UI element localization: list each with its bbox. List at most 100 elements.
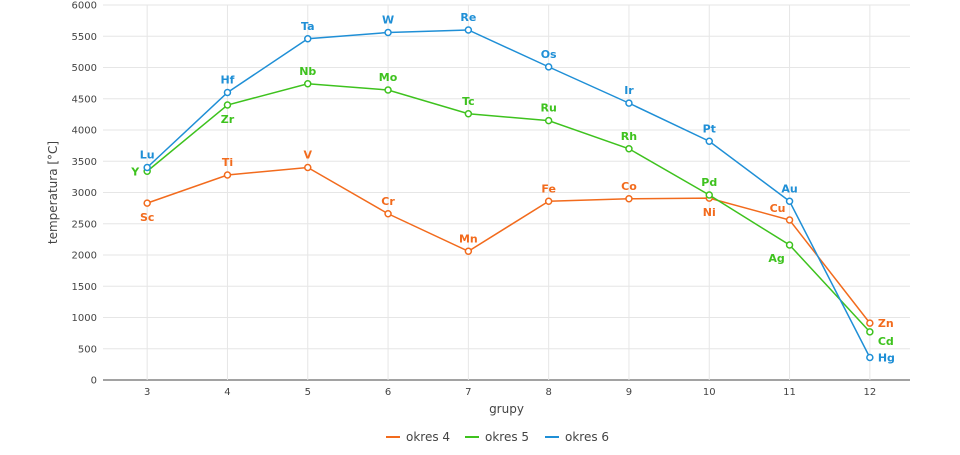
data-point bbox=[143, 199, 151, 207]
data-point bbox=[625, 195, 633, 203]
legend-item[interactable]: okres 6 bbox=[545, 430, 609, 444]
x-tick-label: 10 bbox=[703, 387, 716, 398]
legend-item[interactable]: okres 5 bbox=[465, 430, 529, 444]
data-point bbox=[304, 35, 312, 43]
data-point bbox=[785, 216, 794, 224]
point-label: Rh bbox=[621, 130, 637, 143]
x-tick-label: 7 bbox=[465, 387, 471, 398]
point-label: V bbox=[304, 149, 313, 162]
point-label: Au bbox=[781, 182, 797, 195]
y-tick-label: 500 bbox=[78, 344, 97, 355]
data-point bbox=[866, 353, 874, 362]
y-tick-label: 6000 bbox=[72, 1, 97, 12]
point-label: Zn bbox=[878, 317, 894, 330]
x-axis-title: grupy bbox=[489, 402, 524, 416]
data-point bbox=[866, 328, 874, 336]
point-label: Hf bbox=[220, 74, 234, 87]
data-point bbox=[625, 99, 633, 107]
data-point bbox=[464, 247, 473, 255]
point-label: Pt bbox=[703, 122, 716, 135]
point-label: Cu bbox=[770, 202, 786, 215]
point-label: Ir bbox=[624, 84, 634, 97]
point-label: Pd bbox=[701, 176, 717, 189]
series-line bbox=[146, 29, 871, 358]
grid bbox=[103, 4, 910, 381]
point-label: Ni bbox=[703, 206, 716, 219]
data-point bbox=[705, 191, 714, 199]
point-label: Co bbox=[621, 180, 637, 193]
data-point bbox=[223, 171, 232, 179]
y-tick-label: 4000 bbox=[72, 126, 97, 137]
x-tick-label: 8 bbox=[545, 387, 551, 398]
y-tick-label: 3500 bbox=[72, 157, 97, 168]
data-point bbox=[304, 163, 312, 172]
series-okres-5: Y Zr Nb Mo Tc Ru Rh Pd Ag Cd bbox=[130, 65, 894, 348]
data-point bbox=[544, 116, 553, 125]
legend: okres 4 okres 5 okres 6 bbox=[386, 430, 609, 444]
point-label: Zr bbox=[221, 113, 235, 126]
x-tick-label: 5 bbox=[305, 387, 311, 398]
y-tick-label: 4500 bbox=[72, 94, 97, 105]
x-tick-label: 3 bbox=[144, 387, 150, 398]
point-label: Tc bbox=[462, 95, 475, 108]
series-okres-4: Sc Ti V Cr Mn Fe Co Ni Cu Zn bbox=[140, 149, 894, 331]
data-point bbox=[544, 197, 553, 205]
y-tick-label: 0 bbox=[91, 376, 97, 387]
data-point bbox=[223, 101, 232, 109]
point-label: Ag bbox=[768, 252, 784, 265]
series-line bbox=[146, 82, 871, 333]
x-tick-label: 11 bbox=[783, 387, 796, 398]
point-label: Os bbox=[541, 48, 557, 61]
legend-label: okres 5 bbox=[485, 430, 529, 444]
point-label: Lu bbox=[140, 149, 155, 162]
data-point bbox=[785, 197, 794, 205]
point-label: Cr bbox=[381, 195, 395, 208]
series-line bbox=[146, 166, 871, 324]
data-point bbox=[384, 86, 392, 94]
y-tick-label: 2000 bbox=[72, 251, 97, 262]
point-label: Fe bbox=[541, 182, 556, 195]
y-tick-label: 5000 bbox=[72, 63, 97, 74]
y-axis-ticks: 0 500 1000 1500 2000 2500 3000 3500 4000 4500 5000… bbox=[72, 1, 97, 387]
point-label: Re bbox=[460, 11, 476, 24]
data-point bbox=[464, 110, 473, 118]
y-tick-label: 3000 bbox=[72, 188, 97, 199]
series-okres-6: Lu Hf Ta W Re Os Ir Pt Au Hg bbox=[140, 11, 895, 365]
x-tick-label: 12 bbox=[863, 387, 876, 398]
data-point bbox=[223, 88, 232, 97]
data-point bbox=[866, 319, 874, 327]
legend-label: okres 6 bbox=[565, 430, 609, 444]
point-label: Mn bbox=[459, 232, 478, 245]
y-tick-label: 1000 bbox=[72, 313, 97, 324]
y-axis-title: temperatura [°C] bbox=[46, 141, 60, 244]
data-point bbox=[785, 241, 794, 249]
point-label: Mo bbox=[379, 71, 398, 84]
point-label: Cd bbox=[878, 335, 894, 348]
data-point bbox=[143, 163, 151, 172]
point-label: Ti bbox=[222, 156, 233, 169]
point-label: Nb bbox=[299, 65, 316, 78]
x-tick-label: 9 bbox=[626, 387, 632, 398]
x-axis-ticks: 3 4 5 6 7 8 9 10 11 12 bbox=[144, 387, 876, 398]
point-label: Sc bbox=[140, 211, 154, 224]
data-point bbox=[544, 63, 553, 71]
point-label: Y bbox=[130, 165, 140, 178]
x-tick-label: 6 bbox=[385, 387, 391, 398]
data-point bbox=[304, 80, 312, 88]
point-label: W bbox=[382, 14, 394, 27]
x-tick-label: 4 bbox=[224, 387, 230, 398]
data-point bbox=[705, 137, 714, 145]
point-label: Ru bbox=[541, 102, 557, 115]
y-tick-label: 1500 bbox=[72, 282, 97, 293]
data-point bbox=[384, 210, 392, 218]
point-label: Hg bbox=[878, 352, 895, 365]
data-point bbox=[464, 26, 473, 34]
point-label: Ta bbox=[301, 20, 315, 33]
y-tick-label: 2500 bbox=[72, 219, 97, 230]
legend-label: okres 4 bbox=[406, 430, 450, 444]
data-point bbox=[384, 28, 392, 37]
y-tick-label: 5500 bbox=[72, 32, 97, 43]
legend-item[interactable]: okres 4 bbox=[386, 430, 450, 444]
